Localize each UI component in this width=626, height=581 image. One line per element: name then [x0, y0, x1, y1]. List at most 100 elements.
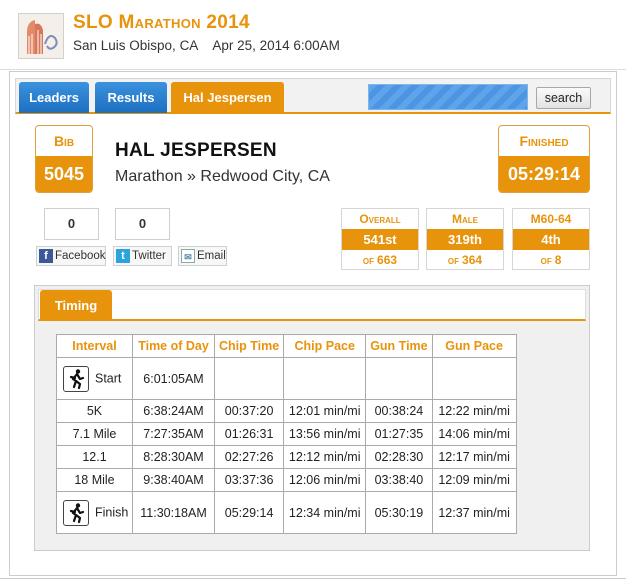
tab-results[interactable]: Results	[95, 82, 167, 113]
athlete-description: Marathon » Redwood City, CA	[115, 168, 330, 185]
tod-cell: 6:01:05AM	[132, 357, 215, 400]
interval-cell: Start	[56, 357, 133, 400]
rank-value: 4th	[513, 229, 589, 250]
rank-total: of 364	[447, 253, 483, 267]
chip-pace-cell: 12:34 min/mi	[283, 491, 367, 534]
timing-table-wrap: Interval Time of Day Chip Time Chip Pace…	[56, 334, 517, 534]
email-icon: ✉	[181, 249, 195, 263]
gun-pace-cell: 12:09 min/mi	[431, 468, 517, 492]
table-row: 12.1 8:28:30AM 02:27:26 12:12 min/mi 02:…	[56, 445, 517, 469]
gun-pace-cell: 12:37 min/mi	[431, 491, 517, 534]
athlete-name: HAL JESPERSEN	[115, 140, 277, 161]
gun-pace-cell	[431, 357, 517, 400]
email-share-button[interactable]: ✉ Email	[178, 246, 227, 266]
runner-icon	[63, 499, 89, 526]
facebook-count: 0	[44, 208, 99, 240]
timing-section: Timing Interval Time of Day Chip Time Ch…	[34, 285, 590, 551]
tod-cell: 7:27:35AM	[132, 422, 215, 446]
table-row: Start 6:01:05AM	[56, 357, 517, 400]
tab-athlete[interactable]: Hal Jespersen	[171, 82, 284, 113]
search-input[interactable]	[368, 84, 528, 110]
email-label: Email	[197, 250, 226, 262]
event-datetime: Apr 25, 2014 6:00AM	[212, 38, 340, 53]
rank-total: of 663	[362, 253, 398, 267]
rank-label: Overall	[359, 212, 401, 226]
tab-bar: Leaders Results Hal Jespersen search	[15, 78, 611, 114]
rank-value: 541st	[342, 229, 418, 250]
rank-total: of 8	[540, 253, 562, 267]
tod-cell: 6:38:24AM	[132, 399, 215, 423]
chip-pace-cell: 12:01 min/mi	[283, 399, 367, 423]
chip-time-cell: 02:27:26	[213, 445, 285, 469]
twitter-share-button[interactable]: t Twitter	[113, 246, 172, 266]
bib-number: 5045	[36, 156, 92, 192]
results-panel: Leaders Results Hal Jespersen search Bib…	[9, 71, 617, 576]
twitter-icon: t	[116, 249, 130, 263]
rank-label: M60-64	[530, 212, 572, 226]
finish-status: Finished	[519, 133, 569, 149]
finish-badge: Finished 05:29:14	[498, 125, 590, 193]
chip-time-cell: 03:37:36	[213, 468, 285, 492]
twitter-label: Twitter	[132, 250, 166, 262]
interval-cell: 7.1 Mile	[56, 422, 133, 446]
chip-pace-cell: 12:12 min/mi	[283, 445, 367, 469]
bib-label: Bib	[53, 133, 75, 149]
event-location: San Luis Obispo, CA	[73, 38, 199, 53]
gun-time-cell: 02:28:30	[365, 445, 433, 469]
chip-pace-cell: 13:56 min/mi	[283, 422, 367, 446]
chip-pace-cell: 12:06 min/mi	[283, 468, 367, 492]
interval-cell: 18 Mile	[56, 468, 133, 492]
facebook-label: Facebook	[55, 250, 106, 262]
chip-time-cell: 00:37:20	[213, 399, 285, 423]
interval-cell: 5K	[56, 399, 133, 423]
interval-cell: 12.1	[56, 445, 133, 469]
rank-value: 319th	[427, 229, 503, 250]
chip-pace-cell	[283, 357, 367, 400]
twitter-count: 0	[115, 208, 170, 240]
col-interval: Interval	[56, 334, 133, 358]
table-header-row: Interval Time of Day Chip Time Chip Pace…	[56, 334, 517, 358]
table-row: 7.1 Mile 7:27:35AM 01:26:31 13:56 min/mi…	[56, 422, 517, 446]
timing-table: Interval Time of Day Chip Time Chip Pace…	[56, 334, 517, 534]
gun-pace-cell: 12:22 min/mi	[431, 399, 517, 423]
search-button[interactable]: search	[536, 87, 591, 109]
col-chip-pace: Chip Pace	[283, 334, 367, 358]
gun-time-cell: 05:30:19	[365, 491, 433, 534]
rank-gender: Male 319th of 364	[426, 208, 504, 270]
col-chip-time: Chip Time	[213, 334, 285, 358]
facebook-share-button[interactable]: f Facebook	[36, 246, 106, 266]
gun-pace-cell: 12:17 min/mi	[431, 445, 517, 469]
event-header: SLO Marathon 2014 San Luis Obispo, CA Apr…	[0, 0, 626, 70]
table-row: 18 Mile 9:38:40AM 03:37:36 12:06 min/mi …	[56, 468, 517, 492]
gun-time-cell: 03:38:40	[365, 468, 433, 492]
tod-cell: 11:30:18AM	[132, 491, 215, 534]
tab-timing[interactable]: Timing	[40, 290, 112, 321]
event-title: SLO Marathon 2014	[73, 12, 250, 33]
col-time-of-day: Time of Day	[132, 334, 215, 358]
table-row: Finish 11:30:18AM 05:29:14 12:34 min/mi …	[56, 491, 517, 534]
col-gun-time: Gun Time	[365, 334, 433, 358]
gun-pace-cell: 14:06 min/mi	[431, 422, 517, 446]
finish-time: 05:29:14	[499, 156, 589, 192]
facebook-icon: f	[39, 249, 53, 263]
tod-cell: 9:38:40AM	[132, 468, 215, 492]
event-logo-icon	[18, 13, 64, 59]
interval-cell: Finish	[56, 491, 133, 534]
bib-badge: Bib 5045	[35, 125, 93, 193]
bottom-divider	[0, 578, 626, 579]
runner-icon	[63, 365, 89, 392]
chip-time-cell: 05:29:14	[213, 491, 285, 534]
timing-tab-bar: Timing	[38, 289, 586, 321]
chip-time-cell: 01:26:31	[213, 422, 285, 446]
gun-time-cell: 01:27:35	[365, 422, 433, 446]
event-subtitle: San Luis Obispo, CA Apr 25, 2014 6:00AM	[73, 38, 340, 53]
tab-leaders[interactable]: Leaders	[19, 82, 89, 113]
gun-time-cell: 00:38:24	[365, 399, 433, 423]
tod-cell: 8:28:30AM	[132, 445, 215, 469]
gun-time-cell	[365, 357, 433, 400]
chip-time-cell	[213, 357, 285, 400]
col-gun-pace: Gun Pace	[431, 334, 517, 358]
rank-overall: Overall 541st of 663	[341, 208, 419, 270]
rank-age-group: M60-64 4th of 8	[512, 208, 590, 270]
rank-label: Male	[452, 212, 478, 226]
